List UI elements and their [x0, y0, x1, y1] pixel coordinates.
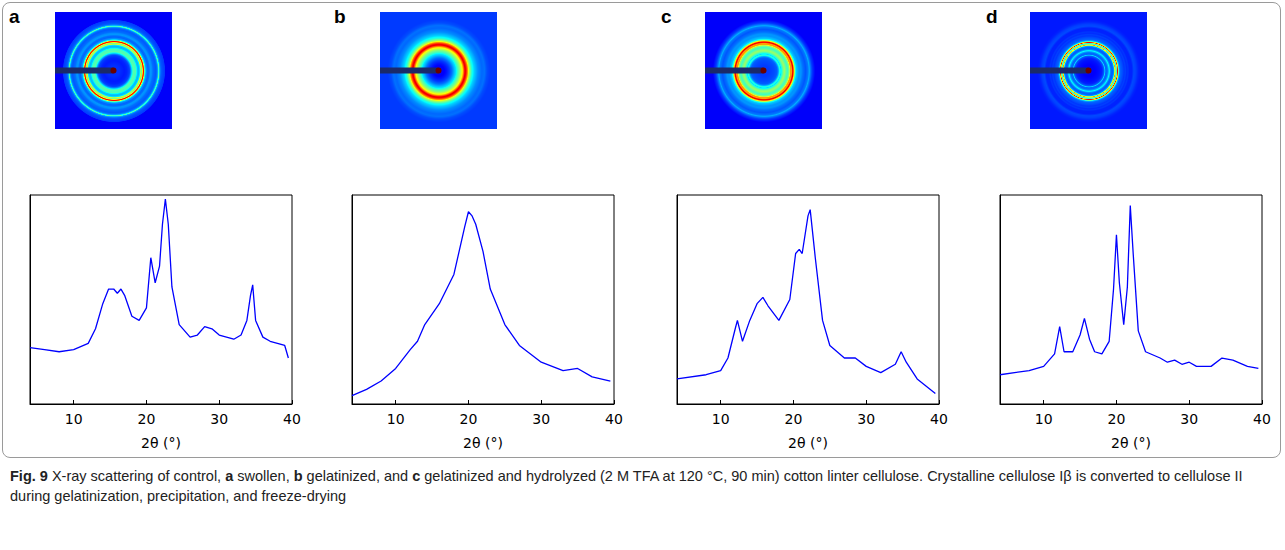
svg-text:20: 20: [785, 411, 803, 427]
svg-text:40: 40: [930, 411, 948, 427]
html-text:b: b: [334, 6, 346, 27]
svg-text:20: 20: [1108, 411, 1126, 427]
svg-text:2θ (°): 2θ (°): [1111, 435, 1151, 451]
svg-text:10: 10: [387, 411, 405, 427]
svg-text:10: 10: [712, 411, 730, 427]
svg-text:30: 30: [210, 411, 228, 427]
svg-text:20: 20: [138, 411, 156, 427]
svg-text:30: 30: [857, 411, 875, 427]
svg-text:40: 40: [605, 411, 623, 427]
html-text:Fig. 9 X-ray scattering of con: Fig. 9 X-ray scattering of control, a sw…: [10, 468, 1243, 504]
svg-text:40: 40: [283, 411, 301, 427]
html-text:c: c: [661, 6, 672, 27]
svg-text:10: 10: [1035, 411, 1053, 427]
html-text:d: d: [986, 6, 998, 27]
svg-text:40: 40: [1253, 411, 1271, 427]
svg-text:10: 10: [65, 411, 83, 427]
html-text:a: a: [9, 6, 20, 27]
svg-text:2θ (°): 2θ (°): [141, 435, 181, 451]
svg-text:20: 20: [460, 411, 478, 427]
svg-text:2θ (°): 2θ (°): [788, 435, 828, 451]
svg-text:30: 30: [1180, 411, 1198, 427]
svg-text:30: 30: [532, 411, 550, 427]
svg-text:2θ (°): 2θ (°): [463, 435, 503, 451]
